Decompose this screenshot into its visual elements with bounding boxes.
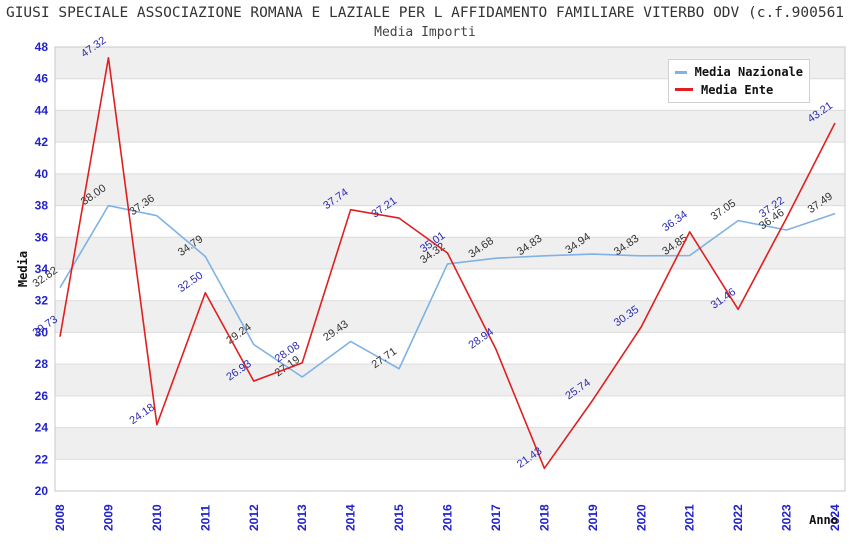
legend-label: Media Ente xyxy=(701,82,774,97)
x-axis-tick-label: 2018 xyxy=(537,504,551,531)
y-axis-tick-label: 48 xyxy=(35,40,49,54)
y-axis-tick-label: 36 xyxy=(35,230,49,244)
y-axis-tick-label: 42 xyxy=(35,135,49,149)
legend-item-media-ente: Media Ente xyxy=(675,83,803,97)
y-axis-tick-label: 20 xyxy=(35,484,49,498)
y-axis-tick-label: 30 xyxy=(35,325,49,339)
y-axis-tick-label: 22 xyxy=(35,452,49,466)
plot-band xyxy=(55,459,845,491)
plot-band xyxy=(55,142,845,174)
y-axis-tick-label: 40 xyxy=(35,167,49,181)
series-line-media-ente xyxy=(59,56,836,470)
x-axis-tick-label: 2008 xyxy=(53,504,67,531)
x-axis-title: Anno xyxy=(809,513,838,527)
x-axis-tick-label: 2019 xyxy=(586,504,600,531)
y-axis-tick-label: 38 xyxy=(35,199,49,213)
x-axis-tick-label: 2021 xyxy=(683,504,697,531)
y-axis-tick-label: 44 xyxy=(35,103,49,117)
x-axis-tick-label: 2012 xyxy=(247,504,261,531)
plot-band xyxy=(55,364,845,396)
x-axis-tick-label: 2015 xyxy=(392,504,406,531)
x-axis-tick-label: 2011 xyxy=(198,505,212,531)
x-axis-tick-label: 2024 xyxy=(828,504,842,531)
x-axis-tick-label: 2020 xyxy=(634,504,648,531)
chart-legend: Media Nazionale Media Ente xyxy=(668,59,810,103)
plot-band xyxy=(55,269,845,301)
y-axis-title: Media xyxy=(16,251,30,287)
plot-band xyxy=(55,395,845,428)
x-axis-tick-label: 2010 xyxy=(150,504,164,531)
x-axis-tick-label: 2009 xyxy=(101,504,115,531)
y-axis-tick-label: 26 xyxy=(35,389,49,403)
media-nazionale-line-swatch-icon xyxy=(675,70,687,74)
legend-item-media-nazionale: Media Nazionale xyxy=(675,65,803,79)
x-axis-tick-label: 2023 xyxy=(780,504,794,531)
plot-band xyxy=(55,173,845,206)
page-title: GIUSI SPECIALE ASSOCIAZIONE ROMANA E LAZ… xyxy=(5,5,845,21)
x-axis-tick-label: 2014 xyxy=(344,504,358,531)
legend-label: Media Nazionale xyxy=(694,65,803,80)
chart-subtitle: Media Importi xyxy=(374,25,476,40)
y-axis-tick-label: 34 xyxy=(35,262,49,276)
y-axis-tick-label: 24 xyxy=(35,421,49,435)
x-axis-tick-label: 2013 xyxy=(295,504,309,531)
plot-band xyxy=(55,332,845,365)
y-axis-tick-label: 28 xyxy=(35,357,49,371)
y-axis-tick-label: 32 xyxy=(35,294,49,308)
y-axis-tick-label: 46 xyxy=(35,72,49,86)
plot-band xyxy=(55,427,845,460)
plot-frame xyxy=(54,46,846,492)
plot-band xyxy=(55,300,845,333)
media-ente-line-swatch-icon xyxy=(675,88,693,92)
x-axis-tick-label: 2016 xyxy=(441,504,455,531)
plot-band xyxy=(55,110,845,143)
series-line-media-nazionale xyxy=(59,204,836,378)
x-axis-tick-label: 2017 xyxy=(489,504,503,531)
x-axis-tick-label: 2022 xyxy=(731,504,745,531)
plot-band xyxy=(55,205,845,238)
